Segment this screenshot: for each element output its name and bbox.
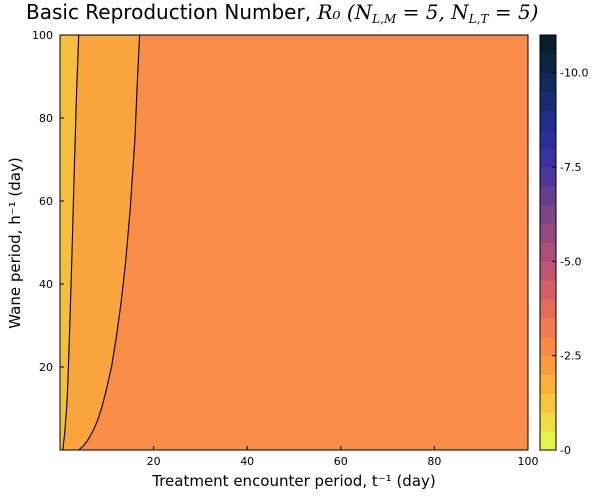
chart-title-sub1: L,M	[371, 12, 397, 26]
chart-title-math: R₀ (N	[316, 0, 373, 24]
y-axis-label: Wane period, h⁻¹ (day)	[6, 157, 24, 328]
colorbar-segment	[540, 223, 556, 243]
chart-title: Basic Reproduction Number, R₀ (NL,M = 5,…	[26, 0, 538, 26]
colorbar-segment	[540, 204, 556, 225]
colorbar-segment	[540, 72, 556, 93]
colorbar-frame	[539, 34, 557, 451]
colorbar-segment	[540, 393, 556, 413]
plot-area	[60, 35, 528, 450]
colorbar-tick-label: -7.5	[560, 161, 581, 174]
y-tick-label: 60	[39, 195, 53, 208]
y-tick-label: 40	[39, 278, 53, 291]
plot-frame	[59, 34, 529, 451]
chart-title-mid: = 5, N	[396, 0, 470, 24]
colorbar-tick-label: -10.0	[560, 67, 588, 80]
colorbar-segment	[540, 374, 556, 394]
x-axis-label: Treatment encounter period, t⁻¹ (day)	[151, 472, 436, 490]
x-tick-label: 100	[518, 455, 539, 468]
region-r0-3-0-3-5	[60, 35, 528, 450]
colorbar-segment	[540, 280, 556, 300]
chart-title-end: = 5)	[488, 0, 538, 24]
y-axis: 20 40 60 80 100	[32, 29, 64, 374]
region-r0-2-5-3-0	[62, 35, 140, 450]
svg-text:Basic Reproduction Number, R₀: Basic Reproduction Number, R₀ (NL,M = 5,…	[26, 0, 538, 26]
x-tick-label: 20	[147, 455, 161, 468]
colorbar-segment	[540, 261, 556, 281]
colorbar-segment	[540, 355, 556, 376]
colorbar-tick-label: -5.0	[560, 255, 581, 268]
colorbar-segment	[540, 431, 556, 451]
chart-title-main: Basic Reproduction Number,	[26, 0, 317, 24]
y-tick-label: 80	[39, 112, 53, 125]
colorbar-segment	[540, 412, 556, 432]
colorbar-segment	[540, 336, 556, 357]
x-axis: 20 40 60 80 100	[147, 446, 539, 468]
y-tick-label: 20	[39, 361, 53, 374]
region-r0-2-0-2-5	[60, 35, 79, 450]
colorbar-segment	[540, 129, 556, 149]
colorbar-segment	[540, 35, 556, 55]
x-tick-label: 80	[427, 455, 441, 468]
colorbar-segment	[540, 167, 556, 187]
contour-line-level-2-5	[62, 34, 80, 451]
contour-line-level-3	[78, 34, 141, 451]
y-tick-label: 100	[32, 29, 53, 42]
colorbar-tick-label: -0	[560, 444, 571, 457]
x-tick-label: 40	[240, 455, 254, 468]
x-tick-label: 60	[334, 455, 348, 468]
colorbar-tick-label: -2.5	[560, 350, 581, 363]
colorbar-segment	[540, 242, 556, 262]
colorbar-segment	[540, 148, 556, 168]
chart-title-sub2: L,T	[468, 12, 490, 26]
colorbar-segment	[540, 110, 556, 130]
colorbar-segment	[540, 185, 556, 206]
colorbar-segment	[540, 91, 556, 111]
colorbar-segment	[540, 317, 556, 338]
contour-lines	[62, 34, 141, 451]
colorbar-segment	[540, 299, 556, 319]
colorbar-segment	[540, 53, 556, 74]
colorbar: -0-2.5-5.0-7.5-10.0-12.5	[539, 34, 588, 457]
